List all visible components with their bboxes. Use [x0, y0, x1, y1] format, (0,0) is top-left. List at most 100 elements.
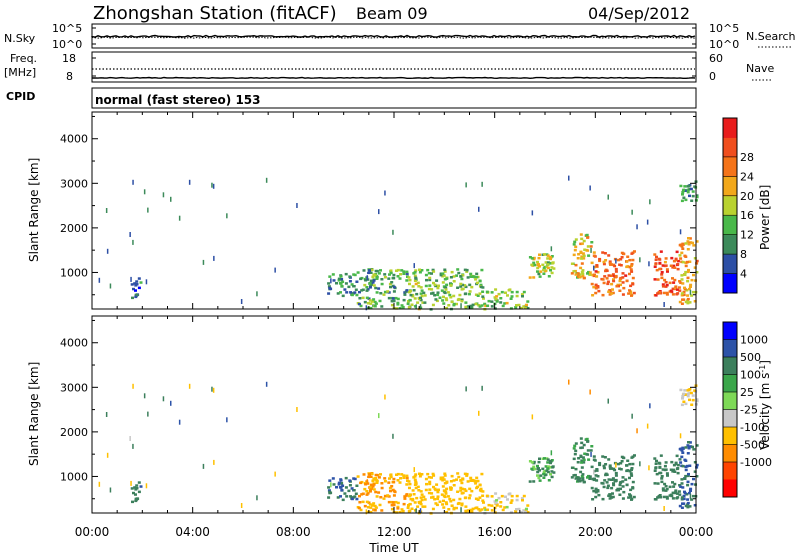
- echo-scatter: [147, 411, 149, 417]
- echo-cell-3: [475, 272, 479, 276]
- echo-cell-7: [598, 463, 602, 467]
- echo-scatter: [109, 283, 112, 289]
- velocity-colorbar-label: Velocity [m s-1]: [758, 360, 773, 450]
- echo-scatter: [365, 305, 368, 311]
- echo-cell-6: [574, 263, 578, 267]
- echo-cell-7: [595, 469, 599, 472]
- echo-cell-8: [677, 286, 681, 289]
- echo-cell-8: [673, 482, 677, 486]
- echo-cell-2: [370, 268, 374, 272]
- echo-cell-8: [676, 463, 680, 467]
- echo-cell-10: [687, 184, 691, 188]
- echo-cell-1: [341, 280, 345, 283]
- echo-cell-3: [436, 286, 440, 290]
- echo-cell-8: [653, 253, 657, 256]
- echo-cell-8: [655, 255, 658, 259]
- echo-cell-6: [580, 466, 584, 469]
- echo-cell-2: [386, 290, 390, 293]
- echo-scatter: [593, 469, 595, 475]
- echo-cell-5: [551, 261, 555, 264]
- echo-cell-4: [515, 294, 519, 298]
- echo-cell-7: [633, 250, 636, 253]
- echo-cell-3: [466, 276, 470, 279]
- echo-cell-3: [413, 483, 417, 486]
- echo-cell-7: [602, 466, 606, 470]
- echo-cell-7: [624, 274, 628, 277]
- echo-cell-5: [546, 467, 550, 470]
- echo-cell-2: [364, 483, 368, 486]
- echo-cell-3: [455, 478, 458, 481]
- echo-cell-2: [396, 301, 400, 305]
- echo-cell-3: [468, 494, 472, 497]
- echo-cell-10: [691, 194, 695, 198]
- echo-cell-9: [678, 300, 682, 304]
- echo-cell-3: [419, 500, 422, 504]
- echo-cell-8: [660, 475, 664, 478]
- echo-cell-7: [597, 289, 601, 293]
- echo-cell-3: [444, 490, 448, 493]
- echo-cell-8: [672, 264, 676, 268]
- echo-cell-0: [135, 484, 139, 487]
- echo-cell-8: [657, 291, 661, 294]
- echo-cell-8: [663, 278, 667, 282]
- echo-cell-2: [369, 510, 373, 514]
- echo-cell-3: [472, 479, 476, 482]
- echo-cell-3: [482, 501, 485, 504]
- echo-cell-7: [610, 478, 613, 481]
- echo-cell-4: [506, 498, 509, 501]
- echo-cell-2: [392, 276, 396, 280]
- echo-cell-1: [331, 273, 335, 276]
- echo-cell-7: [598, 259, 602, 263]
- echo-cell-10: [682, 196, 686, 199]
- echo-cell-7: [628, 469, 632, 473]
- echo-cell-3: [414, 282, 418, 286]
- echo-scatter: [178, 419, 181, 425]
- echo-cell-3: [409, 493, 412, 497]
- echo-cell-7: [619, 462, 623, 465]
- echo-cell-3: [431, 303, 435, 307]
- echo-scatter: [143, 393, 146, 399]
- echo-cell-1: [337, 481, 341, 485]
- echo-cell-1: [349, 495, 353, 498]
- echo-cell-9: [680, 294, 684, 297]
- echo-scatter: [188, 383, 191, 389]
- echo-cell-3: [415, 292, 419, 296]
- echo-cell-7: [631, 283, 635, 286]
- echo-cell-3: [433, 487, 437, 491]
- echo-cell-3: [437, 284, 440, 287]
- echo-cell-6: [574, 477, 578, 480]
- echo-cell-2: [368, 473, 371, 476]
- echo-cell-6: [587, 458, 591, 461]
- echo-cell-3: [452, 294, 456, 298]
- echo-cell-3: [409, 497, 413, 501]
- echo-cell-3: [469, 476, 473, 480]
- echo-cell-2: [368, 299, 372, 302]
- echo-cell-9: [680, 278, 684, 281]
- echo-cell-7: [607, 274, 611, 277]
- cpid-text: normal (fast stereo) 153: [95, 93, 261, 107]
- echo-cell-9: [688, 489, 692, 492]
- echo-cell-6: [588, 273, 592, 276]
- echo-cell-4: [521, 499, 524, 502]
- echo-cell-4: [507, 289, 511, 292]
- echo-cell-8: [678, 484, 682, 487]
- echo-cell-7: [621, 281, 625, 284]
- echo-cell-4: [499, 505, 503, 508]
- velocity-colorbar-swatch: [723, 392, 737, 410]
- echo-cell-5: [539, 474, 543, 477]
- echo-cell-8: [665, 291, 669, 295]
- echo-scatter: [256, 291, 258, 297]
- echo-cell-3: [411, 497, 415, 501]
- echo-cell-2: [389, 473, 393, 476]
- echo-cell-4: [523, 306, 527, 310]
- echo-cell-5: [546, 254, 550, 257]
- echo-cell-6: [573, 452, 577, 456]
- echo-cell-8: [678, 289, 682, 292]
- echo-scatter: [481, 181, 483, 187]
- echo-cell-9: [691, 241, 694, 245]
- echo-cell-8: [656, 278, 660, 281]
- echo-scatter: [392, 229, 394, 235]
- echo-cell-7: [596, 475, 600, 478]
- echo-cell-7: [617, 284, 620, 288]
- echo-cell-3: [407, 306, 411, 309]
